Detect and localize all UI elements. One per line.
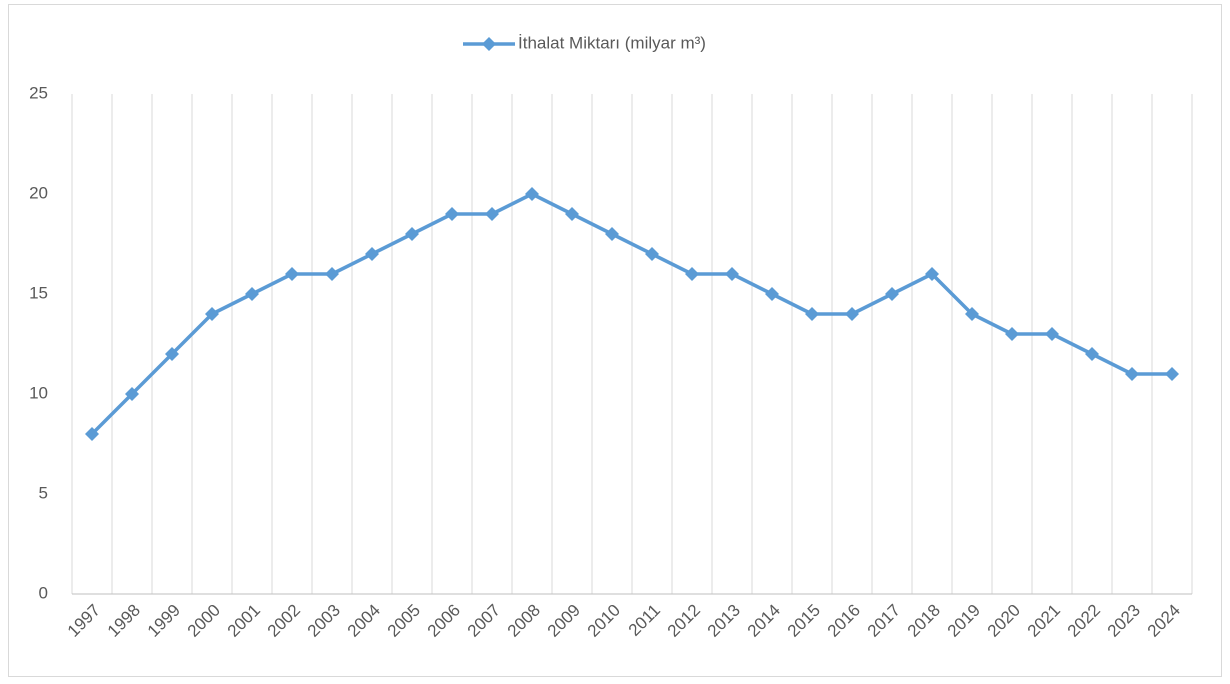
y-tick-label: 15	[29, 283, 48, 302]
marker	[205, 307, 219, 321]
marker	[765, 287, 779, 301]
marker	[325, 267, 339, 281]
marker	[165, 347, 179, 361]
marker	[605, 227, 619, 241]
marker	[405, 227, 419, 241]
marker	[1085, 347, 1099, 361]
marker	[565, 207, 579, 221]
marker	[805, 307, 819, 321]
y-tick-label: 20	[29, 183, 48, 202]
marker	[845, 307, 859, 321]
marker	[925, 267, 939, 281]
marker	[245, 287, 259, 301]
marker	[525, 187, 539, 201]
chart-border	[8, 4, 1222, 677]
marker	[725, 267, 739, 281]
marker	[445, 207, 459, 221]
marker	[885, 287, 899, 301]
legend-label: İthalat Miktarı (milyar m³)	[518, 33, 706, 52]
y-tick-label: 0	[39, 583, 48, 602]
legend-marker	[482, 37, 496, 51]
marker	[1165, 367, 1179, 381]
marker	[1125, 367, 1139, 381]
series-line	[90, 192, 1172, 436]
marker	[645, 247, 659, 261]
marker	[1045, 327, 1059, 341]
marker	[85, 427, 99, 441]
marker	[1005, 327, 1019, 341]
y-tick-label: 5	[39, 483, 48, 502]
y-tick-label: 25	[29, 83, 48, 102]
marker	[965, 307, 979, 321]
y-tick-label: 10	[29, 383, 48, 402]
marker	[485, 207, 499, 221]
marker	[125, 387, 139, 401]
marker	[365, 247, 379, 261]
marker	[685, 267, 699, 281]
marker	[285, 267, 299, 281]
